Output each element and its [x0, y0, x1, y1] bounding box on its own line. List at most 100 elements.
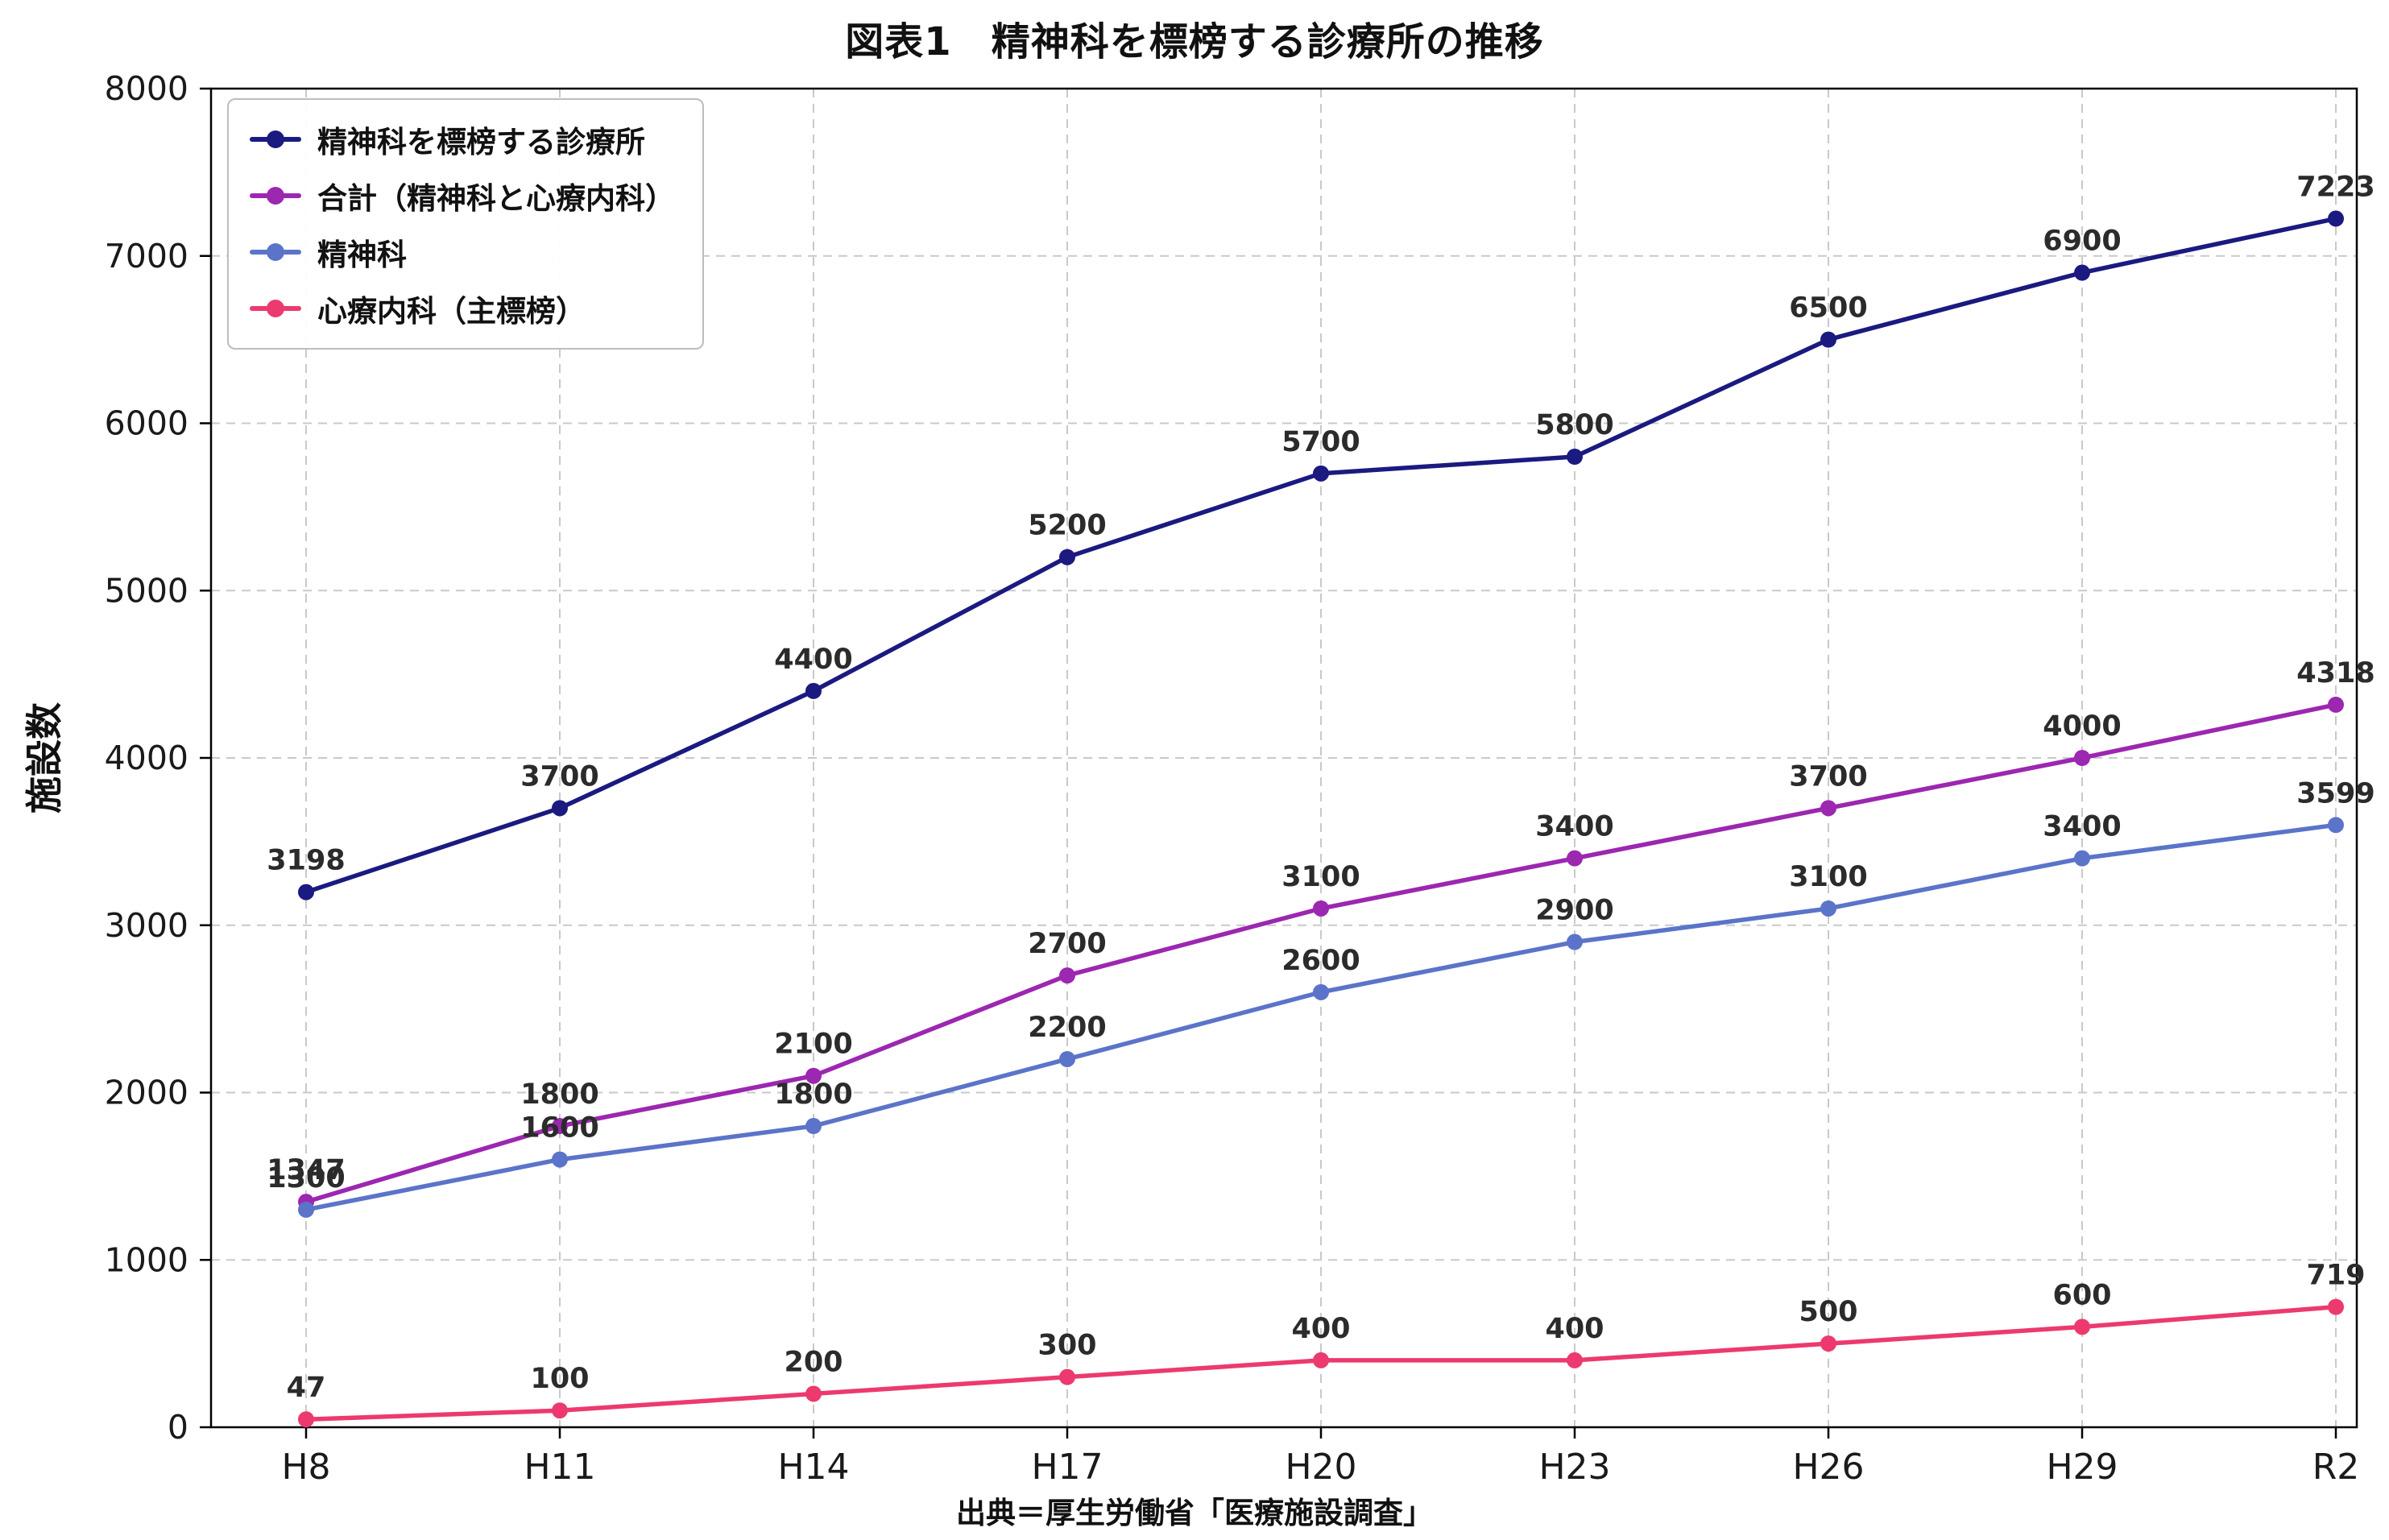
legend-dot-icon — [267, 187, 284, 205]
data-label-psychiatry: 1600 — [520, 1112, 598, 1145]
y-tick-label: 3000 — [105, 906, 188, 945]
data-label-total-psychiatry-psychosomatic: 4318 — [2296, 657, 2375, 689]
legend-label: 合計（精神科と心療内科） — [317, 181, 675, 216]
data-point-psychosomatic-main — [298, 1411, 314, 1428]
x-tick-label: R2 — [2312, 1447, 2360, 1488]
legend-dot-icon — [267, 243, 284, 261]
data-point-psychosomatic-main — [1313, 1352, 1329, 1368]
x-tick-label: H26 — [1792, 1447, 1864, 1488]
data-point-psychiatry — [1059, 1050, 1075, 1067]
data-point-psychiatry — [552, 1151, 568, 1168]
data-label-total-psychiatry-psychosomatic: 3700 — [1789, 760, 1867, 793]
chart-title: 図表1 精神科を標榜する診療所の推移 — [845, 19, 1544, 64]
data-label-psychiatry-signboard-clinics: 5700 — [1281, 426, 1360, 458]
legend-line-marker-icon — [250, 300, 301, 317]
data-point-psychiatry-signboard-clinics — [2074, 264, 2090, 281]
data-label-psychiatry-signboard-clinics: 7223 — [2296, 171, 2375, 203]
data-point-psychosomatic-main — [552, 1402, 568, 1419]
data-label-psychosomatic-main: 719 — [2306, 1260, 2365, 1292]
data-point-psychiatry-signboard-clinics — [2328, 210, 2344, 227]
data-point-total-psychiatry-psychosomatic — [2328, 696, 2344, 713]
legend-line-marker-icon — [250, 243, 301, 261]
data-point-psychiatry — [2074, 850, 2090, 867]
data-point-psychiatry-signboard-clinics — [1059, 549, 1075, 565]
x-tick-label: H14 — [777, 1447, 849, 1488]
data-label-psychiatry-signboard-clinics: 6500 — [1789, 292, 1867, 325]
y-tick-label: 6000 — [105, 404, 188, 443]
data-label-psychosomatic-main: 600 — [2052, 1279, 2111, 1311]
data-point-psychiatry — [805, 1118, 822, 1135]
data-point-psychosomatic-main — [1567, 1352, 1583, 1368]
data-point-total-psychiatry-psychosomatic — [1313, 900, 1329, 917]
legend-item-psychiatry-signboard-clinics: 精神科を標榜する診療所 — [250, 118, 675, 161]
data-label-total-psychiatry-psychosomatic: 1800 — [520, 1078, 598, 1111]
y-tick-label: 2000 — [105, 1074, 188, 1112]
data-label-psychiatry-signboard-clinics: 5200 — [1028, 510, 1106, 542]
data-point-total-psychiatry-psychosomatic — [805, 1067, 822, 1084]
data-point-psychosomatic-main — [2328, 1298, 2344, 1315]
legend: 精神科を標榜する診療所 合計（精神科と心療内科） 精神科 心療内科（主標榜） — [227, 98, 704, 350]
legend-dot-icon — [267, 130, 284, 148]
data-label-psychiatry: 2200 — [1028, 1012, 1106, 1044]
data-label-total-psychiatry-psychosomatic: 3400 — [1535, 811, 1613, 843]
data-label-psychiatry-signboard-clinics: 4400 — [774, 644, 852, 676]
y-tick-label: 8000 — [105, 69, 188, 108]
data-label-psychiatry-signboard-clinics: 5800 — [1535, 409, 1613, 441]
data-point-psychiatry-signboard-clinics — [1313, 465, 1329, 482]
data-label-total-psychiatry-psychosomatic: 2700 — [1028, 928, 1106, 960]
data-point-psychiatry-signboard-clinics — [1567, 449, 1583, 466]
data-label-psychosomatic-main: 47 — [287, 1372, 326, 1404]
data-point-psychiatry — [1567, 934, 1583, 950]
data-label-psychiatry-signboard-clinics: 3198 — [267, 845, 345, 877]
data-label-psychiatry: 1800 — [774, 1078, 852, 1111]
legend-item-psychiatry: 精神科 — [250, 230, 675, 274]
data-point-psychosomatic-main — [805, 1385, 822, 1402]
data-label-psychiatry-signboard-clinics: 6900 — [2043, 226, 2121, 258]
data-label-psychosomatic-main: 300 — [1037, 1330, 1096, 1362]
data-label-psychosomatic-main: 200 — [784, 1346, 843, 1378]
data-label-psychosomatic-main: 500 — [1799, 1296, 1857, 1328]
data-label-psychiatry: 3599 — [2296, 777, 2375, 809]
data-point-total-psychiatry-psychosomatic — [1820, 800, 1836, 817]
data-label-psychosomatic-main: 100 — [530, 1363, 589, 1395]
legend-label: 精神科を標榜する診療所 — [317, 125, 645, 159]
data-point-psychiatry — [1820, 900, 1836, 917]
data-label-psychiatry: 2600 — [1281, 945, 1360, 977]
data-point-psychiatry-signboard-clinics — [1820, 331, 1836, 348]
x-tick-label: H11 — [524, 1447, 595, 1488]
data-point-total-psychiatry-psychosomatic — [2074, 750, 2090, 766]
legend-line-marker-icon — [250, 187, 301, 205]
data-label-psychosomatic-main: 400 — [1291, 1313, 1350, 1345]
data-point-psychosomatic-main — [1059, 1368, 1075, 1385]
x-tick-label: H20 — [1285, 1447, 1356, 1488]
legend-line-marker-icon — [250, 130, 301, 148]
y-tick-label: 5000 — [105, 571, 188, 610]
legend-dot-icon — [267, 300, 284, 317]
y-tick-label: 4000 — [105, 739, 188, 777]
source-caption: 出典＝厚生労働省「医療施設調査」 — [956, 1496, 1433, 1530]
data-label-psychiatry: 3400 — [2043, 811, 2121, 843]
data-label-psychosomatic-main: 400 — [1545, 1313, 1604, 1345]
data-point-psychosomatic-main — [2074, 1319, 2090, 1335]
x-tick-label: H23 — [1538, 1447, 1610, 1488]
x-tick-label: H8 — [281, 1447, 330, 1488]
legend-label: 精神科 — [317, 238, 407, 272]
data-point-psychiatry-signboard-clinics — [298, 884, 314, 900]
legend-item-total-psychiatry-psychosomatic: 合計（精神科と心療内科） — [250, 174, 675, 217]
data-point-psychiatry — [1313, 983, 1329, 1000]
data-point-total-psychiatry-psychosomatic — [1567, 850, 1583, 867]
data-point-total-psychiatry-psychosomatic — [1059, 967, 1075, 984]
data-point-psychosomatic-main — [1820, 1335, 1836, 1352]
data-label-total-psychiatry-psychosomatic: 1347 — [267, 1154, 345, 1186]
data-point-psychiatry-signboard-clinics — [805, 682, 822, 699]
data-label-total-psychiatry-psychosomatic: 2100 — [774, 1029, 852, 1061]
data-point-psychiatry — [298, 1201, 314, 1218]
y-tick-label: 7000 — [105, 237, 188, 275]
data-point-psychiatry — [2328, 817, 2344, 834]
x-tick-label: H29 — [2046, 1447, 2118, 1488]
y-tick-label: 0 — [168, 1408, 188, 1447]
x-tick-label: H17 — [1031, 1447, 1103, 1488]
data-point-psychiatry-signboard-clinics — [552, 800, 568, 817]
